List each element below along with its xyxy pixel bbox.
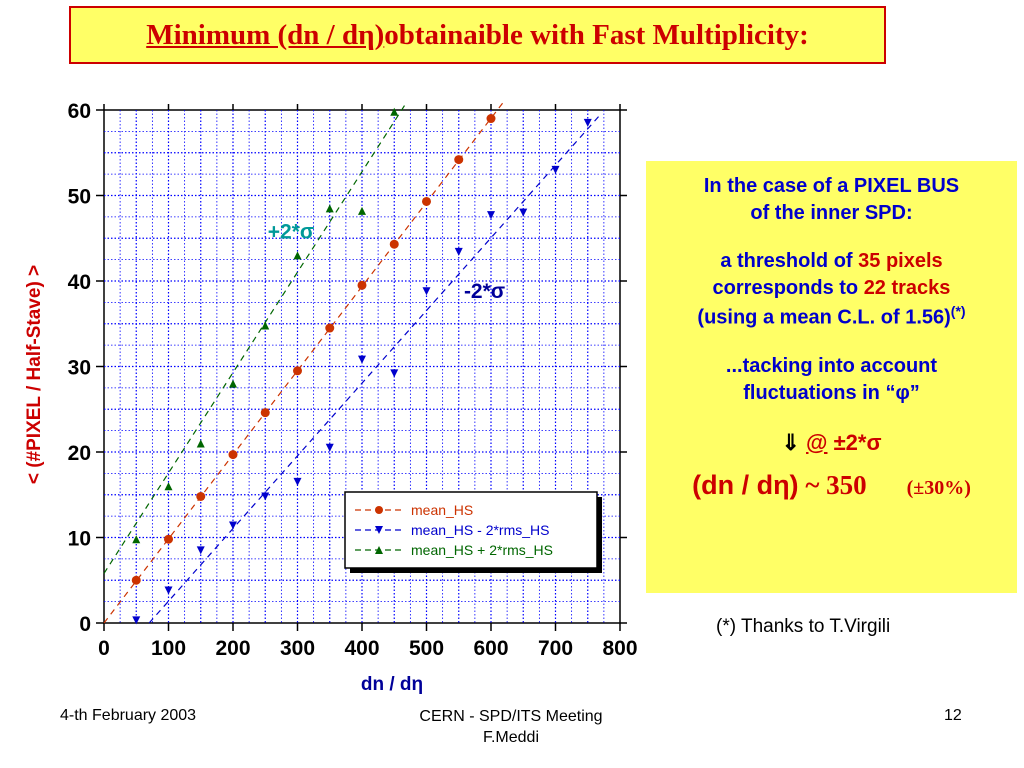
y-tick-label: 30 (68, 357, 91, 380)
footer-date: 4-th February 2003 (60, 707, 197, 724)
arrow-line: ⇓ @ ±2*σ (646, 428, 1017, 458)
data-point-mean (164, 534, 173, 544)
data-point-plus (358, 206, 366, 215)
title-rest: obtainaible with Fast Multiplicity: (384, 18, 809, 51)
info-box: In the case of a PIXEL BUS of the inner … (646, 161, 1017, 593)
footer-center: CERN - SPD/ITS Meeting F.Meddi (386, 707, 636, 749)
x-tick-label: 200 (215, 637, 250, 660)
thanks-note: (*) Thanks to T.Virgili (716, 616, 891, 637)
y-tick-label: 0 (79, 613, 91, 636)
legend-label: mean_HS - 2*rms_HS (411, 522, 550, 538)
x-tick-label: 400 (344, 637, 379, 660)
data-point-mean (131, 575, 141, 585)
data-point-minus (454, 247, 463, 256)
tracks-value: 22 tracks (863, 277, 951, 299)
data-point-plus (164, 482, 173, 491)
data-point-minus (583, 118, 592, 127)
x-tick-label: 800 (602, 637, 637, 660)
sigma-annotation-1: -2*σ (464, 280, 505, 303)
legend-label: mean_HS + 2*rms_HS (411, 542, 553, 558)
y-tick-label: 60 (68, 100, 91, 123)
at-sign: @ (806, 429, 828, 455)
result-quantity: (dn / dη) (692, 470, 799, 501)
y-tick-label: 50 (68, 186, 91, 209)
data-point-mean (196, 491, 206, 501)
info-line-5: (using a mean C.L. of 1.56)(*) (646, 302, 1017, 332)
x-axis-label: dn / dη (361, 674, 423, 695)
info-line-3a: a threshold of (720, 250, 859, 272)
result-value: ~ 350 (798, 470, 867, 501)
result-line: (dn / dη) ~ 350 (±30%) (646, 467, 1017, 503)
footer-author: F.Meddi (482, 728, 540, 746)
footnote-mark: (*) (950, 303, 966, 319)
legend-marker (375, 546, 383, 554)
title-underlined-part: Minimum (dn / dη) (146, 18, 385, 51)
data-point-mean (357, 280, 367, 290)
data-point-minus (196, 546, 205, 555)
data-point-plus (261, 321, 270, 330)
x-tick-label: 100 (151, 637, 186, 660)
info-line-6: ...tacking into account (725, 354, 938, 377)
data-point-minus (487, 211, 495, 220)
data-point-minus (519, 208, 528, 217)
footer-page-number: 12 (944, 707, 962, 724)
data-point-plus (390, 107, 399, 116)
data-point-minus (132, 616, 141, 625)
y-tick-label: 10 (68, 528, 91, 551)
data-point-plus (229, 379, 237, 388)
info-line-1: In the case of a PIXEL BUS (703, 175, 960, 197)
data-point-minus (390, 369, 399, 378)
data-point-minus (325, 443, 334, 452)
info-line-5a: (using a mean C.L. of 1.56) (697, 306, 951, 329)
legend-label: mean_HS (411, 502, 473, 518)
data-point-mean (293, 366, 302, 376)
result-percent: (±30%) (906, 477, 971, 500)
y-axis-label: < (#PIXEL / Half-Stave) > (24, 265, 45, 484)
info-line-3: a threshold of 35 pixels (646, 248, 1017, 275)
data-point-minus (551, 165, 560, 174)
data-point-mean (389, 239, 399, 249)
data-point-mean (228, 450, 238, 460)
footer-meeting: CERN - SPD/ITS Meeting (419, 708, 603, 725)
x-tick-label: 300 (280, 637, 315, 660)
x-tick-label: 700 (538, 637, 573, 660)
threshold-value: 35 pixels (858, 250, 943, 272)
data-point-mean (325, 323, 335, 333)
info-line-7: fluctuations in “φ” (743, 381, 920, 404)
data-point-mean (486, 114, 496, 124)
sigma-value: ±2*σ (827, 429, 882, 455)
data-point-mean (422, 196, 431, 206)
x-tick-label: 0 (98, 637, 110, 660)
data-point-minus (229, 521, 237, 530)
slide-title: Minimum (dn / dη) obtainaible with Fast … (69, 6, 886, 64)
legend-marker (375, 526, 383, 534)
data-point-mean (260, 408, 270, 418)
x-tick-label: 600 (473, 637, 508, 660)
info-line-4a: corresponds to (712, 277, 864, 299)
info-line-4: corresponds to 22 tracks (646, 275, 1017, 302)
data-point-plus (196, 439, 205, 448)
info-line-2: of the inner SPD: (750, 202, 913, 224)
sigma-annotation-0: +2*σ (268, 220, 314, 243)
data-point-minus (422, 287, 431, 296)
fit-line-2 (103, 101, 408, 574)
x-tick-label: 500 (409, 637, 444, 660)
fit-line-1 (148, 113, 602, 624)
down-arrow-icon: ⇓ (781, 429, 800, 455)
data-point-minus (261, 492, 270, 501)
data-point-plus (132, 535, 141, 544)
data-point-mean (454, 155, 464, 165)
y-tick-label: 40 (68, 271, 91, 294)
data-point-plus (293, 251, 302, 260)
y-tick-label: 20 (68, 442, 91, 465)
data-point-minus (293, 477, 302, 486)
data-point-minus (164, 586, 173, 595)
legend-marker (375, 506, 383, 514)
data-point-plus (325, 204, 334, 213)
data-point-minus (358, 355, 366, 364)
